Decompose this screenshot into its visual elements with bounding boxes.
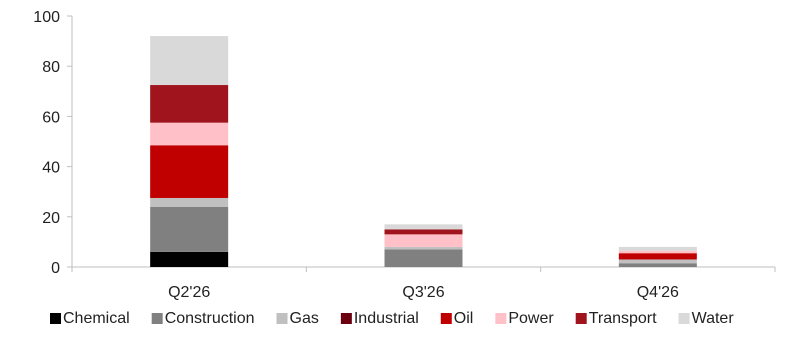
legend-swatch bbox=[575, 313, 587, 324]
bar-segment-water bbox=[150, 36, 229, 86]
x-tick-label: Q2'26 bbox=[168, 284, 210, 301]
legend-swatch bbox=[151, 313, 163, 324]
legend-label: Chemical bbox=[63, 310, 130, 327]
legend-label: Gas bbox=[290, 310, 319, 327]
legend-swatch bbox=[678, 313, 690, 324]
y-tick-label: 80 bbox=[42, 59, 60, 76]
x-tick-label: Q3'26 bbox=[402, 284, 444, 301]
x-axis: Q2'26 Q3'26 Q4'26 bbox=[71, 266, 776, 301]
bars bbox=[150, 36, 697, 267]
legend-item-chemical: Chemical bbox=[50, 310, 130, 327]
y-tick-label: 20 bbox=[42, 210, 60, 227]
bar-segment-construction bbox=[150, 206, 229, 252]
bar-segment-water bbox=[618, 246, 697, 251]
y-tick-label: 100 bbox=[33, 9, 60, 26]
bar-segment-power bbox=[150, 122, 229, 146]
bar-segment-transport bbox=[150, 85, 229, 123]
bar-segment-oil bbox=[150, 145, 229, 198]
bar-segment-gas bbox=[150, 197, 229, 207]
legend-label: Transport bbox=[589, 310, 657, 327]
legend-label: Water bbox=[692, 310, 735, 327]
legend-item-industrial: Industrial bbox=[340, 310, 419, 327]
legend-item-construction: Construction bbox=[151, 310, 255, 327]
legend-item-gas: Gas bbox=[276, 310, 319, 327]
bar-segment-transport bbox=[384, 229, 463, 235]
bar-segment-construction bbox=[618, 263, 697, 267]
legend-label: Power bbox=[508, 310, 554, 327]
legend-swatch bbox=[340, 313, 352, 324]
x-tick-label: Q4'26 bbox=[637, 284, 679, 301]
bar-segment-chemical bbox=[150, 251, 229, 267]
legend-swatch bbox=[276, 313, 288, 324]
y-tick-label: 60 bbox=[42, 109, 60, 126]
legend-label: Oil bbox=[454, 310, 474, 327]
legend: Chemical Construction Gas Industrial Oil Powe… bbox=[50, 310, 734, 327]
legend-swatch bbox=[440, 313, 452, 324]
legend-item-transport: Transport bbox=[575, 310, 657, 327]
legend-label: Industrial bbox=[354, 310, 419, 327]
bar-segment-water bbox=[384, 224, 463, 230]
legend-swatch bbox=[50, 313, 61, 324]
legend-item-oil: Oil bbox=[440, 310, 474, 327]
legend-item-power: Power bbox=[495, 310, 554, 327]
y-tick-label: 40 bbox=[42, 160, 60, 177]
bar-segment-construction bbox=[384, 249, 463, 267]
bar-segment-oil bbox=[618, 253, 697, 260]
bar-segment-gas bbox=[384, 246, 463, 250]
y-tick-label: 0 bbox=[51, 260, 60, 277]
bar-segment-gas bbox=[618, 259, 697, 264]
y-axis: 0 20 40 60 80 100 bbox=[33, 9, 73, 277]
bar-segment-power bbox=[384, 234, 463, 247]
legend-label: Construction bbox=[165, 310, 255, 327]
legend-swatch bbox=[495, 313, 507, 324]
legend-item-water: Water bbox=[678, 310, 735, 327]
bar-segment-power bbox=[618, 250, 697, 254]
